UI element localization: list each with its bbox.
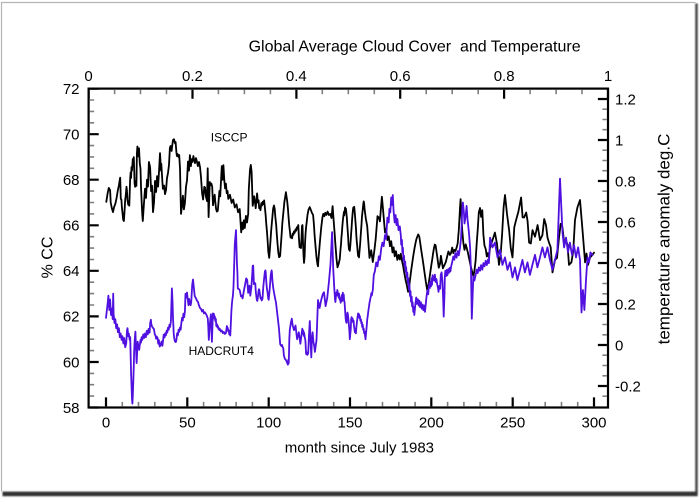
svg-text:60: 60 <box>63 354 80 371</box>
svg-text:250: 250 <box>500 415 525 432</box>
svg-text:0.2: 0.2 <box>182 68 203 85</box>
svg-text:0.2: 0.2 <box>615 296 636 313</box>
svg-text:66: 66 <box>63 218 80 235</box>
svg-text:HADCRUT4: HADCRUT4 <box>189 344 255 358</box>
svg-text:0.6: 0.6 <box>615 214 636 231</box>
svg-text:62: 62 <box>63 309 80 326</box>
svg-text:50: 50 <box>179 415 196 432</box>
svg-text:0: 0 <box>84 68 92 85</box>
svg-text:68: 68 <box>63 172 80 189</box>
svg-text:0: 0 <box>615 337 623 354</box>
svg-text:0.4: 0.4 <box>615 255 636 272</box>
svg-text:0: 0 <box>102 415 110 432</box>
svg-text:temperature anomaly deg.C: temperature anomaly deg.C <box>654 134 673 345</box>
svg-text:Global Average Cloud Cover an: Global Average Cloud Cover and Temperatu… <box>249 39 581 56</box>
svg-text:72: 72 <box>63 81 80 98</box>
svg-text:0.8: 0.8 <box>494 68 515 85</box>
svg-text:1.2: 1.2 <box>615 91 636 108</box>
svg-text:100: 100 <box>256 415 281 432</box>
svg-text:70: 70 <box>63 126 80 143</box>
svg-text:58: 58 <box>63 400 80 417</box>
svg-text:% CC: % CC <box>39 237 56 279</box>
svg-text:month since July 1983: month since July 1983 <box>285 439 434 456</box>
svg-text:1: 1 <box>604 68 612 85</box>
svg-text:0.6: 0.6 <box>390 68 411 85</box>
svg-text:0.4: 0.4 <box>286 68 307 85</box>
svg-text:1: 1 <box>615 132 623 149</box>
svg-text:-0.2: -0.2 <box>615 378 641 395</box>
svg-text:0.8: 0.8 <box>615 173 636 190</box>
svg-text:300: 300 <box>581 415 606 432</box>
svg-text:200: 200 <box>419 415 444 432</box>
svg-text:64: 64 <box>63 263 80 280</box>
svg-text:ISCCP: ISCCP <box>211 131 248 145</box>
svg-text:150: 150 <box>337 415 362 432</box>
